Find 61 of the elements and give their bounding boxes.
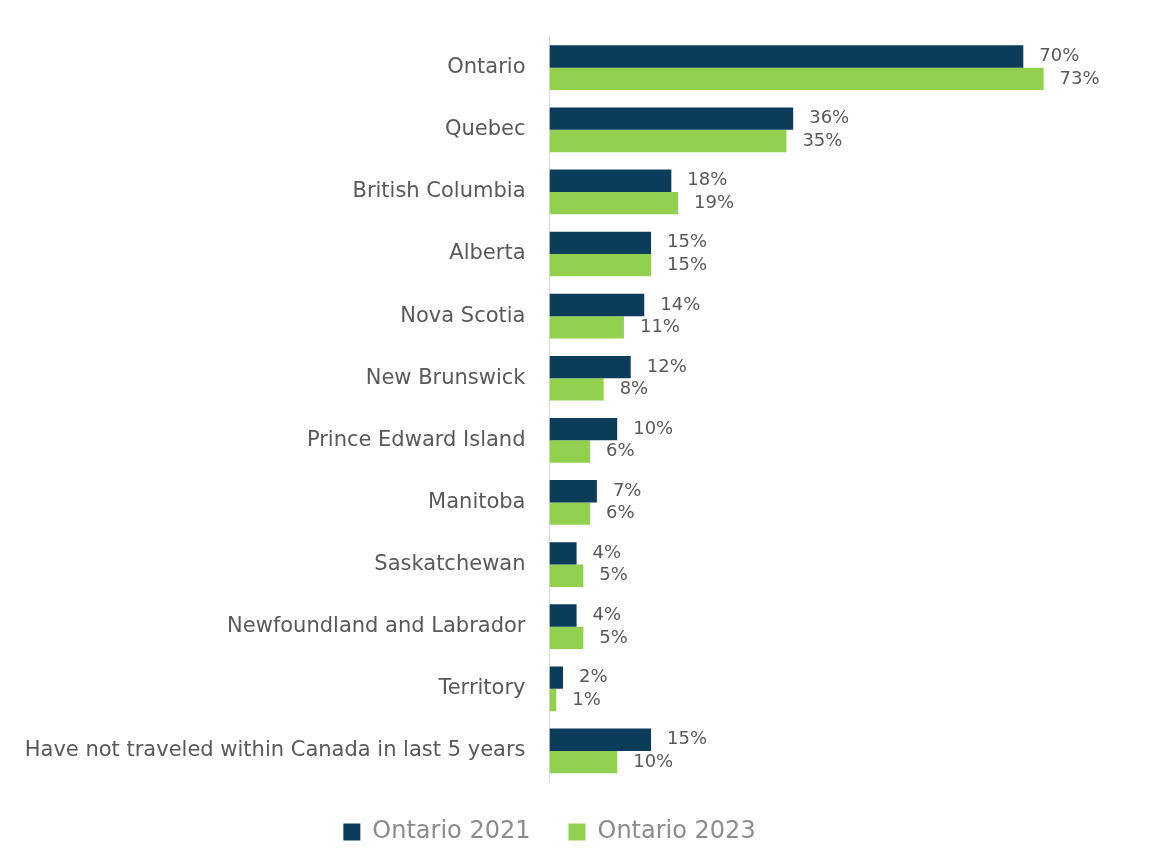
data-label: 8% <box>619 377 649 399</box>
bar <box>549 604 577 627</box>
bar <box>549 293 645 317</box>
y-tick-label: Alberta <box>449 240 526 265</box>
data-label: 18% <box>687 168 728 190</box>
bar <box>549 440 591 463</box>
data-label: 12% <box>646 354 687 376</box>
bar <box>549 542 577 565</box>
data-label: 19% <box>694 190 735 212</box>
bar <box>549 480 597 503</box>
bar <box>549 67 1044 91</box>
y-tick-label: New Brunswick <box>365 364 527 389</box>
bar <box>549 107 794 130</box>
bar <box>549 169 672 192</box>
y-tick-label: Nova Scotia <box>400 302 526 327</box>
y-tick-label: Newfoundland and Labrador <box>227 613 526 638</box>
data-label: 73% <box>1059 66 1100 88</box>
bar <box>549 316 624 339</box>
legend-label: Ontario 2023 <box>597 816 756 845</box>
data-label: 10% <box>633 749 674 771</box>
bar <box>549 254 652 277</box>
data-label: 5% <box>599 563 628 585</box>
bar <box>549 626 584 650</box>
data-label: 7% <box>612 478 642 500</box>
bar <box>549 728 652 751</box>
bar <box>549 129 787 153</box>
data-label: 2% <box>579 665 608 687</box>
data-label: 10% <box>633 416 674 438</box>
y-tick-label: Ontario <box>447 54 526 79</box>
data-label: 11% <box>639 314 680 336</box>
bar <box>549 418 618 441</box>
y-tick-label: Territory <box>437 675 526 700</box>
bar <box>549 564 584 587</box>
y-tick-label: Manitoba <box>428 488 526 513</box>
y-tick-label: British Columbia <box>352 178 526 203</box>
y-tick-label: Quebec <box>444 116 526 141</box>
bar <box>549 750 618 774</box>
data-label: 70% <box>1039 44 1080 66</box>
data-label: 36% <box>809 106 850 128</box>
legend-label: Ontario 2021 <box>372 816 531 845</box>
data-label: 4% <box>592 603 622 625</box>
y-tick-label: Prince Edward Island <box>306 426 526 451</box>
data-label: 14% <box>660 292 701 314</box>
bar <box>549 45 1024 68</box>
data-label: 5% <box>599 625 628 647</box>
y-tick-label: Have not traveled within Canada in last 5 years <box>24 737 526 762</box>
data-label: 4% <box>592 541 622 563</box>
data-label: 6% <box>606 439 635 461</box>
data-label: 35% <box>802 128 843 150</box>
bar <box>549 191 679 215</box>
data-label: 6% <box>606 501 635 523</box>
data-label: 1% <box>572 687 601 709</box>
data-label: 15% <box>667 230 708 252</box>
data-label: 15% <box>667 727 708 749</box>
bar <box>549 666 564 689</box>
bar <box>549 378 604 401</box>
bar <box>549 355 631 379</box>
bar <box>549 231 652 255</box>
data-label: 15% <box>667 252 708 274</box>
y-tick-label: Saskatchewan <box>374 551 526 576</box>
bar <box>549 502 591 525</box>
